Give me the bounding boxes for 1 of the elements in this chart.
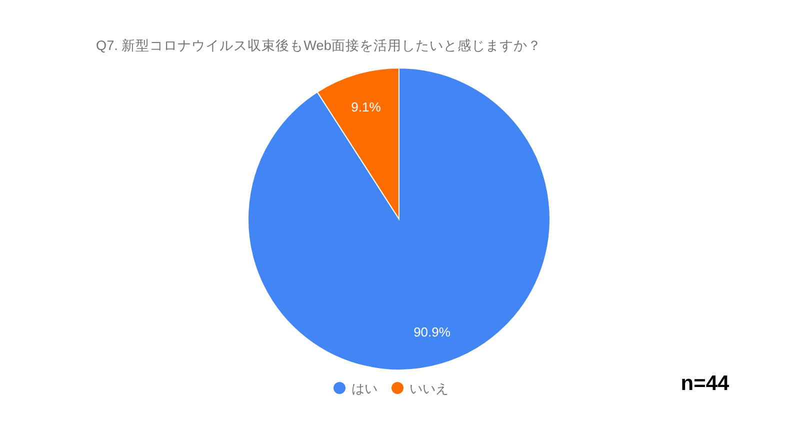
title: Q7. 新型コロナウイルス収束後もWeb面接を活用したいと感じますか？ [96, 38, 542, 53]
